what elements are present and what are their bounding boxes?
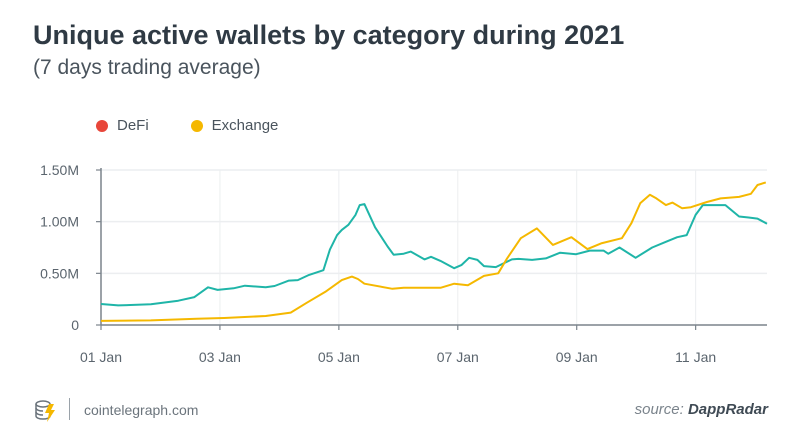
chart-title: Unique active wallets by category during… bbox=[33, 20, 625, 50]
y-tick-label: 0.50M bbox=[40, 265, 79, 281]
footer-divider bbox=[69, 398, 70, 420]
y-tick-label: 1.50M bbox=[40, 162, 79, 178]
legend-label-defi: DeFi bbox=[117, 117, 149, 134]
legend-item-defi[interactable]: DeFi bbox=[96, 117, 149, 134]
x-tick-label: 07 Jan bbox=[437, 349, 479, 365]
x-tick-label: 11 Jan bbox=[675, 349, 716, 365]
legend-dot-defi bbox=[96, 119, 108, 132]
source-prefix: source: bbox=[634, 401, 688, 418]
legend-item-exchange[interactable]: Exchange bbox=[190, 117, 279, 134]
legend-dot-exchange bbox=[190, 119, 203, 132]
source-name: DappRadar bbox=[687, 401, 768, 418]
legend: DeFi Exchange bbox=[96, 117, 278, 134]
y-tick-label: 0 bbox=[71, 317, 79, 333]
y-tick-label: 1.00M bbox=[40, 214, 79, 230]
series-line-defi bbox=[100, 203, 768, 307]
legend-label-exchange: Exchange bbox=[211, 117, 279, 134]
chart-subtitle: (7 days trading average) bbox=[33, 56, 261, 79]
footer-source: source: DappRadar bbox=[635, 401, 768, 418]
x-tick-label: 01 Jan bbox=[80, 349, 122, 365]
footer-site: cointelegraph.com bbox=[84, 402, 199, 418]
series-line-exchange bbox=[100, 181, 767, 322]
x-tick-label: 03 Jan bbox=[199, 349, 241, 365]
x-tick-label: 05 Jan bbox=[318, 349, 360, 365]
x-tick-label: 09 Jan bbox=[556, 349, 598, 365]
